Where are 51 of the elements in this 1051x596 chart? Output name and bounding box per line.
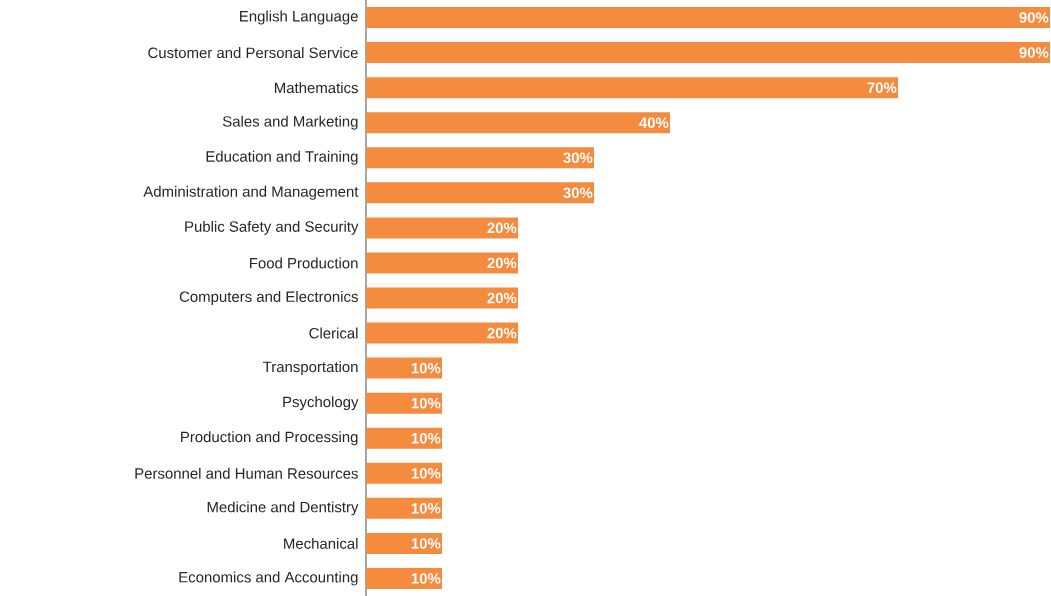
- data-label: 20%: [487, 292, 517, 304]
- bar: [366, 462, 442, 484]
- data-label: 30%: [563, 152, 593, 164]
- bar: [366, 252, 518, 274]
- bar: [366, 427, 442, 449]
- y-tick-label: Mathematics: [274, 82, 358, 94]
- bar: [366, 287, 518, 309]
- bar: [366, 147, 594, 169]
- data-label: 70%: [867, 82, 897, 93]
- bar: [366, 182, 594, 204]
- data-label: 10%: [411, 573, 441, 584]
- y-tick-label: Computers and Electronics: [179, 291, 358, 305]
- bar: [366, 532, 442, 554]
- y-tick-label: Education and Training: [206, 150, 358, 165]
- data-label: 10%: [411, 468, 441, 479]
- data-label: 90%: [1019, 12, 1049, 23]
- bar: [366, 357, 442, 379]
- data-label: 20%: [487, 222, 517, 234]
- y-tick-label: Mechanical: [284, 537, 358, 549]
- y-tick-label: Economics and Accounting: [179, 571, 358, 586]
- y-tick-label: Production and Processing: [181, 431, 358, 446]
- y-tick-label: Personnel and Human Resources: [135, 467, 358, 479]
- bar: [366, 7, 1051, 29]
- data-label: 10%: [411, 397, 441, 409]
- data-label: 20%: [487, 327, 517, 339]
- y-tick-label: Public Safety and Security: [185, 220, 359, 235]
- y-tick-label: Medicine and Dentistry: [207, 501, 359, 516]
- bar: [366, 392, 442, 414]
- y-tick-label: Transportation: [263, 361, 358, 376]
- bar: [366, 217, 518, 239]
- y-tick-label: Administration and Management: [143, 185, 359, 200]
- data-label: 90%: [1019, 47, 1049, 58]
- bar: [366, 567, 442, 589]
- y-tick-label: Food Production: [250, 257, 358, 269]
- y-tick-label: English Language: [240, 10, 358, 25]
- data-label: 10%: [411, 538, 441, 549]
- data-label: 30%: [563, 187, 593, 199]
- data-label: 10%: [411, 432, 441, 444]
- y-tick-label: Psychology: [283, 396, 359, 411]
- data-label: 10%: [411, 503, 441, 514]
- y-tick-label: Clerical: [309, 327, 358, 339]
- y-tick-label: Sales and Marketing: [222, 115, 358, 130]
- data-label: 40%: [639, 117, 669, 128]
- data-label: 20%: [487, 257, 517, 269]
- bar: [366, 77, 899, 99]
- bar: [366, 42, 1051, 64]
- y-tick-label: Customer and Personal Service: [148, 47, 358, 59]
- data-label: 10%: [411, 362, 441, 374]
- bar: [366, 112, 670, 134]
- bar: [366, 322, 518, 344]
- bar: [366, 497, 442, 519]
